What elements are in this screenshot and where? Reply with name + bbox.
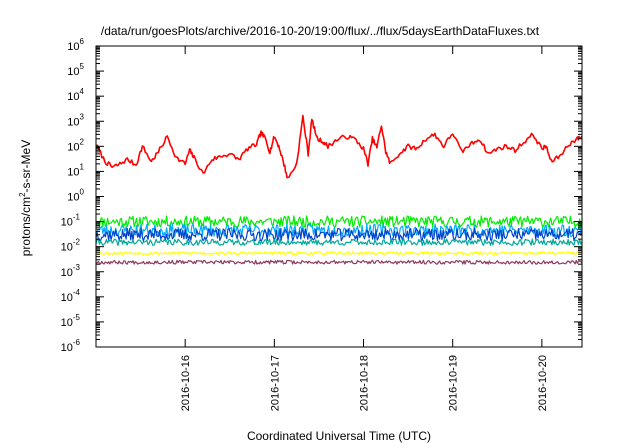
x-tick-label: 2016-10-16 bbox=[180, 355, 192, 411]
y-axis-label: protons/cm2-s-sr-MeV bbox=[18, 139, 33, 257]
series-line bbox=[95, 259, 583, 265]
y-tick-label: 10-4 bbox=[61, 288, 81, 304]
x-tick-label: 2016-10-20 bbox=[537, 355, 549, 411]
y-tick-label: 106 bbox=[67, 37, 84, 53]
y-tick-label: 10-3 bbox=[61, 263, 81, 279]
series-layer bbox=[95, 114, 583, 265]
y-tick-label: 104 bbox=[67, 87, 84, 103]
series-line bbox=[95, 215, 583, 228]
y-tick-label: 10-1 bbox=[61, 213, 81, 229]
plot-frame bbox=[95, 45, 583, 348]
series-line bbox=[95, 238, 583, 246]
y-tick-label: 100 bbox=[67, 188, 84, 204]
y-tick-label: 10-6 bbox=[61, 338, 81, 354]
series-line bbox=[95, 223, 583, 238]
y-tick-label: 10-5 bbox=[61, 313, 81, 329]
y-tick-label: 101 bbox=[67, 162, 84, 178]
series-line bbox=[95, 251, 583, 256]
x-tick-label: 2016-10-17 bbox=[269, 355, 281, 411]
x-tick-label: 2016-10-19 bbox=[448, 355, 460, 411]
y-tick-label: 103 bbox=[67, 112, 84, 128]
y-tick-label: 102 bbox=[67, 137, 84, 153]
tick-layer: 10-6 10-5 10-4 10-3 10-2 10-1 100 101 102 103 104 1… bbox=[61, 37, 582, 411]
y-tick-label: 105 bbox=[67, 62, 84, 78]
series-line bbox=[95, 114, 583, 179]
x-tick-label: 2016-10-18 bbox=[359, 355, 371, 411]
chart-title: /data/run/goesPlots/archive/2016-10-20/1… bbox=[100, 24, 540, 38]
y-tick-label: 10-2 bbox=[61, 238, 81, 254]
series-line bbox=[95, 227, 583, 242]
x-axis-label: Coordinated Universal Time (UTC) bbox=[246, 429, 432, 443]
